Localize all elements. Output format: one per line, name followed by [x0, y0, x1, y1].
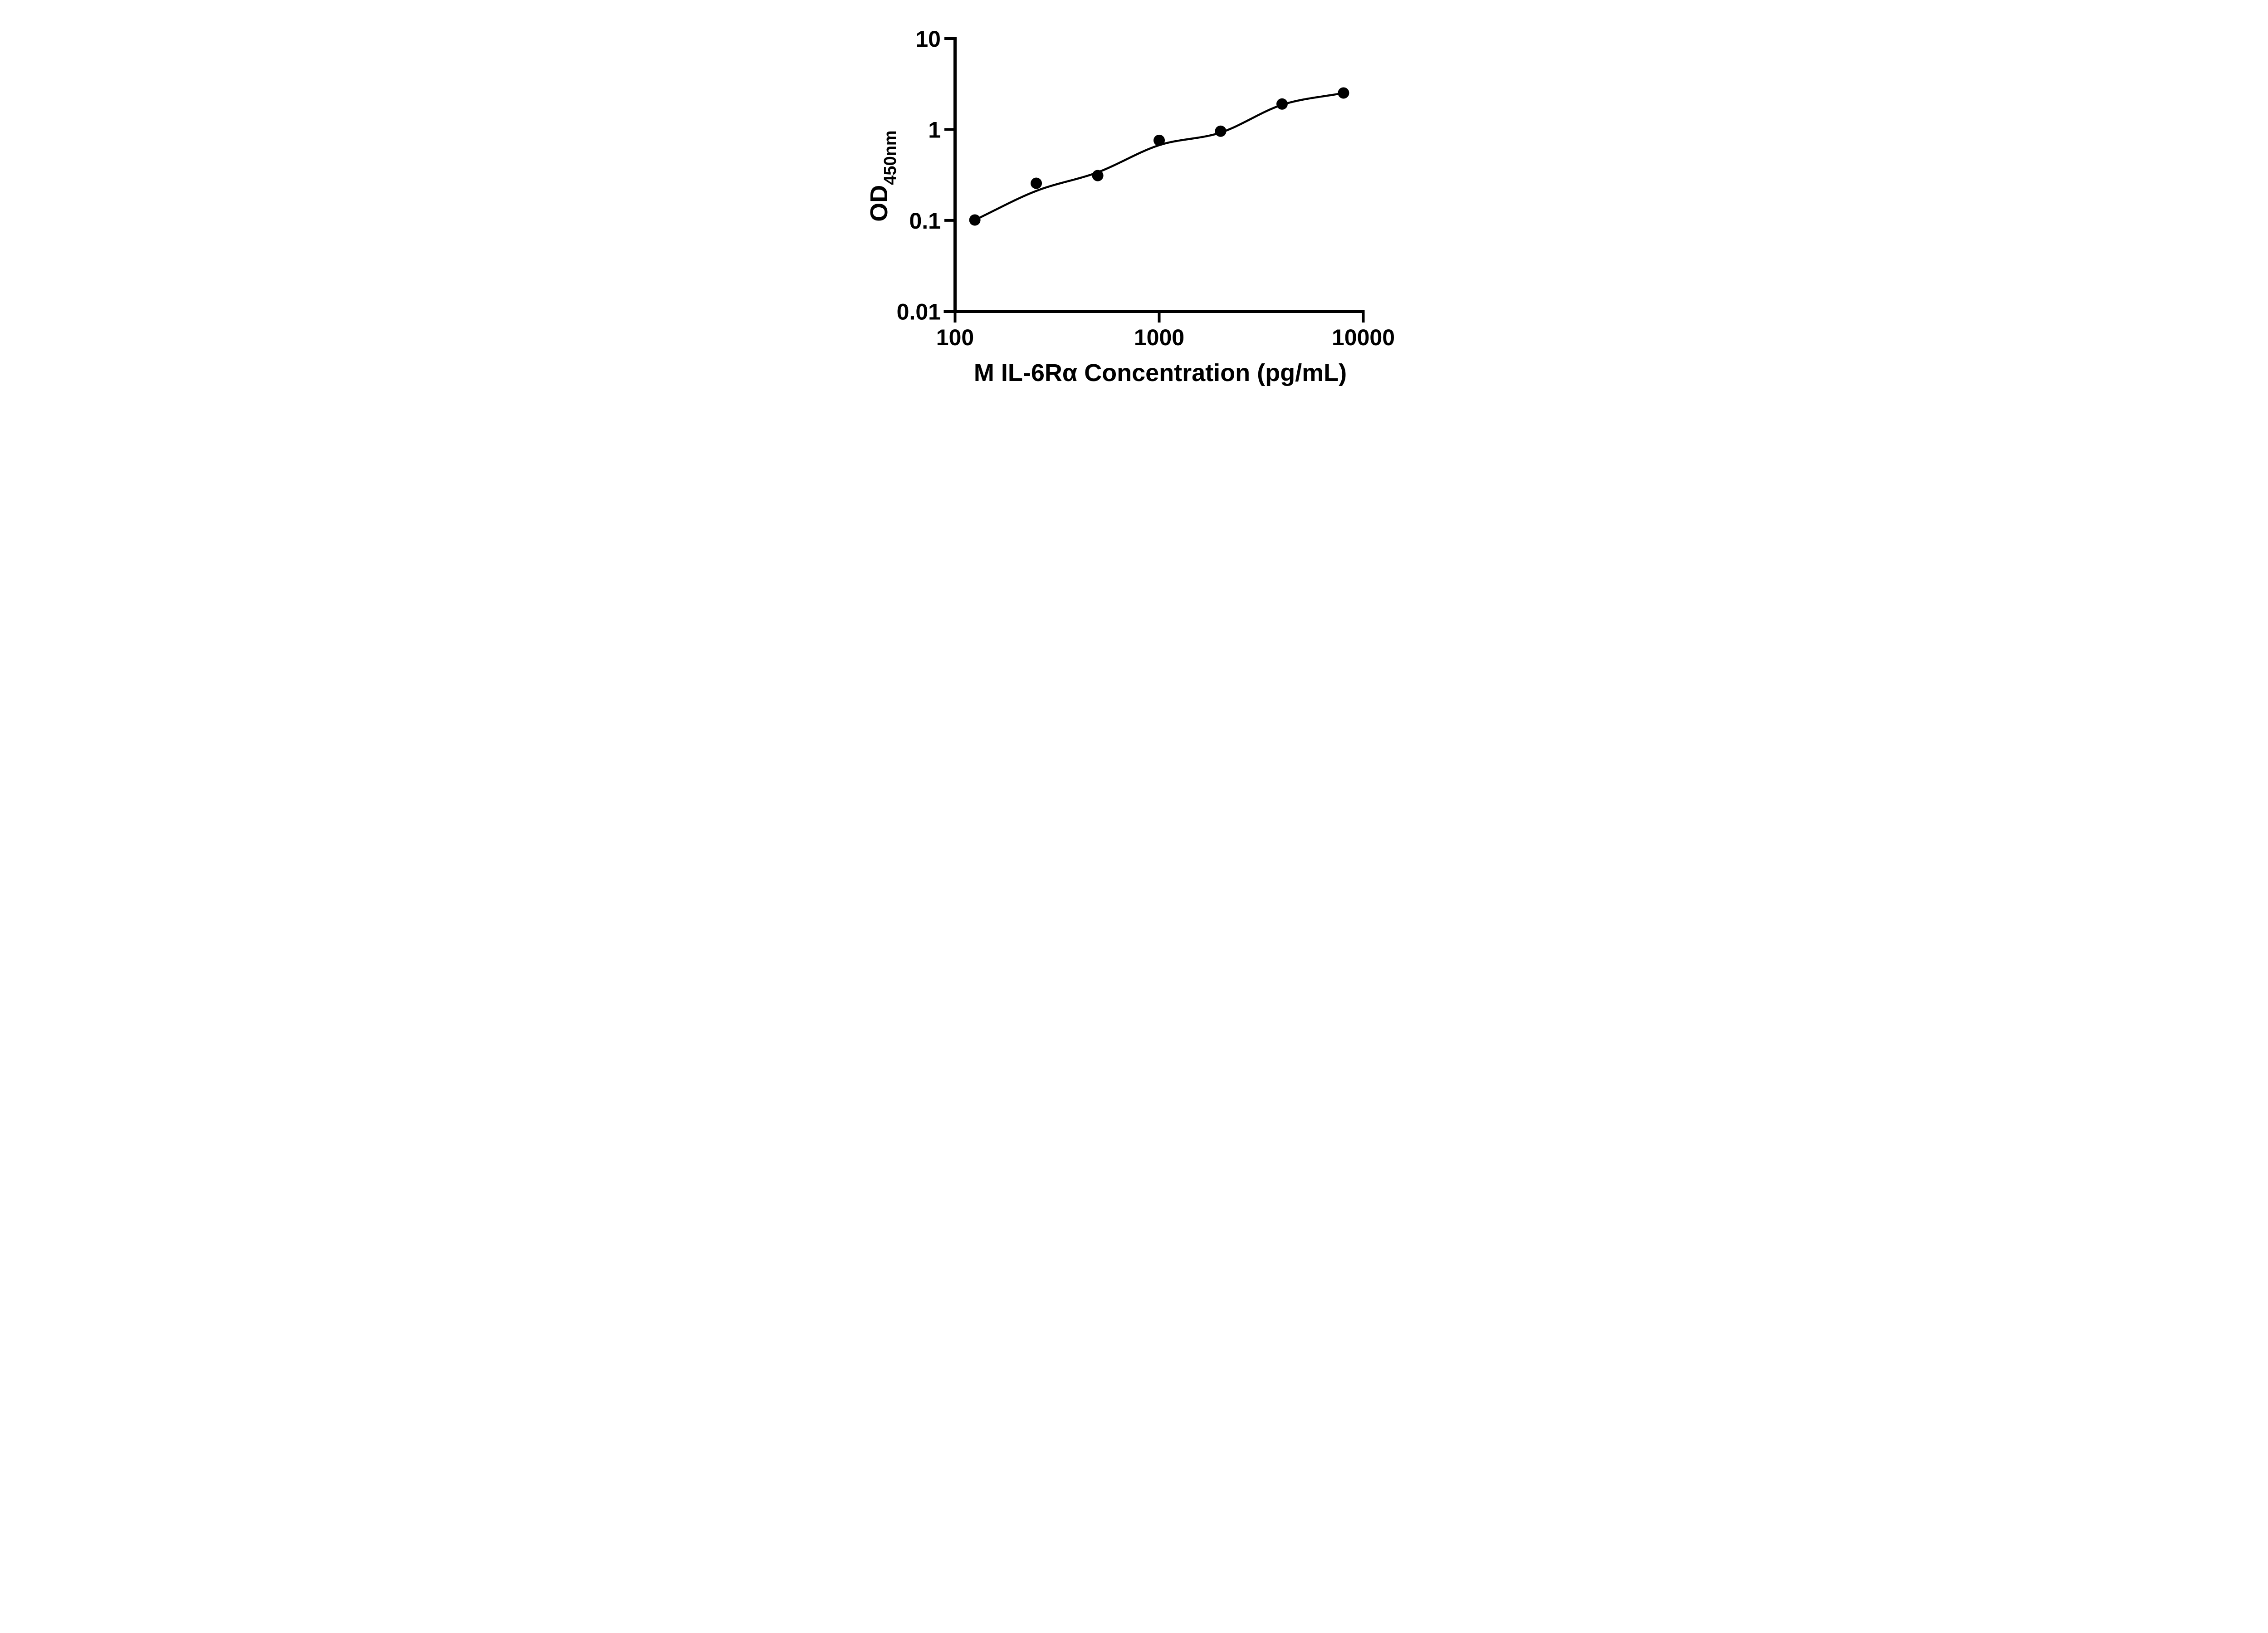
- axes: [943, 37, 1364, 313]
- data-point: [1092, 170, 1104, 181]
- data-point: [1276, 98, 1288, 110]
- y-axis-title-main: OD: [865, 185, 893, 222]
- y-tick-label: 0.01: [896, 299, 940, 324]
- x-tick-label: 100: [936, 325, 973, 350]
- fit-curve-layer: [973, 92, 1344, 221]
- data-point: [1153, 134, 1165, 146]
- y-tick-label: 0.1: [909, 208, 941, 234]
- y-axis-title-subscript: 450nm: [881, 130, 900, 185]
- y-tick-label: 10: [915, 26, 941, 52]
- x-tick-label: 10000: [1331, 325, 1394, 350]
- x-tick-label: 1000: [1134, 325, 1184, 350]
- data-point: [1214, 125, 1226, 137]
- data-point: [1337, 87, 1349, 99]
- data-point: [969, 214, 981, 226]
- y-axis-title: OD450nm: [865, 130, 900, 221]
- data-point-layer: [969, 87, 1349, 226]
- x-axis-title: M IL-6Rα Concentration (pg/mL): [973, 359, 1346, 386]
- y-tick-label: 1: [928, 117, 941, 142]
- data-point: [1030, 177, 1042, 189]
- figure-canvas: 10 1 0.1 0.01 100 1000 10000 M IL-6Rα Concentr…: [842, 0, 1426, 408]
- fit-curve-path: [973, 92, 1344, 221]
- axis-ticks: [944, 37, 1364, 323]
